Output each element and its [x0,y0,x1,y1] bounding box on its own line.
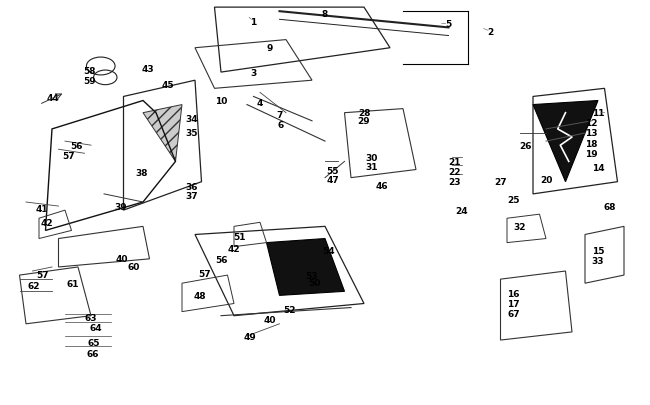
Text: 48: 48 [194,291,207,300]
Text: 59: 59 [83,77,96,85]
Text: 20: 20 [540,176,552,185]
Text: 14: 14 [592,164,604,173]
Text: 4: 4 [257,99,263,108]
Text: 18: 18 [585,139,598,148]
Text: 29: 29 [358,117,370,126]
Text: 63: 63 [84,313,98,322]
Text: 8: 8 [322,10,328,19]
Text: 1: 1 [250,18,257,27]
Text: 56: 56 [214,256,227,264]
Text: 26: 26 [519,141,532,150]
Text: 40: 40 [116,255,129,264]
Text: 7: 7 [276,111,283,120]
Text: 64: 64 [90,323,103,332]
Text: 44: 44 [47,94,60,102]
Text: 43: 43 [142,64,155,73]
Text: 50: 50 [307,278,320,287]
Text: 21: 21 [448,158,461,166]
Text: 56: 56 [70,141,83,150]
Text: 38: 38 [135,169,148,178]
Text: 46: 46 [376,182,389,191]
Text: 3: 3 [250,68,257,77]
Text: 17: 17 [507,299,520,308]
Text: 5: 5 [445,20,452,29]
Text: 57: 57 [36,270,49,279]
Text: 11: 11 [592,109,604,118]
Text: 19: 19 [585,149,598,158]
Text: 57: 57 [62,151,75,160]
Text: 15: 15 [592,247,604,256]
Text: 16: 16 [507,289,520,298]
Text: 45: 45 [161,81,174,90]
Text: 58: 58 [83,66,96,75]
Text: 25: 25 [507,196,520,205]
Text: 53: 53 [306,272,318,281]
Text: 12: 12 [585,119,598,128]
Text: 57: 57 [198,269,211,278]
Text: 35: 35 [185,128,198,137]
Text: 42: 42 [227,245,240,254]
Text: 30: 30 [365,153,378,162]
Text: 27: 27 [494,178,507,187]
Text: 42: 42 [40,218,53,227]
Text: 31: 31 [365,162,378,171]
Text: 2: 2 [488,28,494,37]
Text: 37: 37 [185,192,198,201]
Text: 24: 24 [455,206,468,215]
Polygon shape [533,101,598,182]
Text: 62: 62 [27,281,40,290]
Text: 47: 47 [326,176,339,185]
Text: 51: 51 [233,232,246,241]
Text: 9: 9 [266,44,273,53]
Text: 66: 66 [86,349,99,358]
Text: 28: 28 [358,109,370,118]
Text: 6: 6 [278,121,284,130]
Text: 13: 13 [585,129,598,138]
Text: 39: 39 [114,203,127,212]
Polygon shape [266,239,344,296]
Polygon shape [143,105,182,162]
Text: 55: 55 [326,166,339,175]
Text: 10: 10 [214,97,227,106]
Text: 68: 68 [603,202,616,211]
Text: 32: 32 [514,222,526,231]
Text: 40: 40 [263,315,276,324]
Text: 23: 23 [448,178,461,187]
Text: 33: 33 [592,257,604,266]
Text: 61: 61 [66,279,79,288]
Text: 36: 36 [185,183,198,192]
Text: 67: 67 [507,309,520,318]
Text: 52: 52 [283,305,296,314]
Text: 22: 22 [448,168,461,177]
Text: 49: 49 [244,333,257,341]
Text: 60: 60 [127,262,140,271]
Text: 54: 54 [322,247,335,256]
Text: 34: 34 [185,115,198,124]
Text: 41: 41 [36,204,49,213]
Text: 65: 65 [88,338,101,347]
